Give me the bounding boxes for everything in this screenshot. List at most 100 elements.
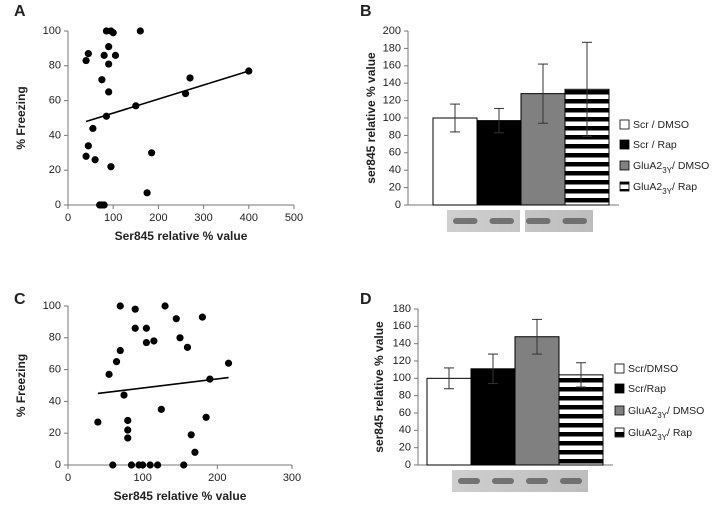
legend-label: GluA23Y/ Rap [633,181,697,196]
legend-text: 3Y [657,433,667,442]
point [112,358,121,366]
point [124,434,132,442]
blot [452,470,588,492]
point [89,124,97,133]
y-tick-label: 160 [383,60,401,72]
y-tick-label: 20 [389,182,401,194]
point [131,305,139,313]
y-tick-label: 100 [43,300,61,312]
point [136,27,144,35]
legend-label: Scr / Rap [633,139,677,151]
bar [476,120,522,206]
x-tick-label: 0 [65,472,71,484]
point [183,343,192,351]
blot-band [526,478,548,484]
y-tick-label: 180 [393,303,411,315]
legend-text: Scr/DMSO [628,363,678,375]
point [82,56,90,65]
y-tick-label: 0 [395,199,401,211]
x-tick-label: 200 [149,212,167,224]
y-tick-label: 120 [393,355,411,367]
y-tick-label: 0 [55,459,61,471]
blot-band [526,218,551,224]
point [84,142,92,150]
legend-text: 3Y [662,166,672,175]
y-tick-label: 80 [49,60,61,72]
legend-text: / Rap [667,427,692,439]
x-axis-label: Ser845 relative % value [114,489,247,503]
y-tick-label: 100 [393,372,411,384]
point [172,315,180,323]
point [191,448,199,456]
point [157,405,165,413]
y-tick-label: 120 [383,95,401,107]
y-tick-label: 60 [49,95,61,107]
y-tick-label: 40 [49,395,61,407]
point [131,324,139,332]
point [154,461,162,469]
x-axis-label: Ser845 relative % value [115,229,248,243]
x-tick-label: 0 [65,212,71,224]
y-tick-label: 40 [49,129,61,141]
point [116,346,124,355]
legend-text: GluA2 [633,160,662,172]
y-tick-label: 20 [49,164,61,176]
panel-label: C [14,291,26,308]
legend-text: GluA2 [628,427,657,439]
blot-band [489,218,514,224]
y-axis-label: ser845 relative % value [372,321,386,453]
legend-text: Scr / Rap [633,139,677,151]
blot-band [458,478,480,484]
point [146,461,154,469]
legend-text: / DMSO [672,160,709,172]
blot-band [492,478,514,484]
point [176,334,184,342]
point [150,337,158,345]
y-tick-label: 80 [399,390,411,402]
legend-swatch [619,139,630,150]
y-tick-label: 20 [49,427,61,439]
blot-gap [520,210,525,232]
y-tick-label: 40 [389,164,401,176]
legend-text: Scr / DMSO [633,119,689,131]
x-tick-label: 200 [208,472,226,484]
legend-text: / DMSO [667,405,704,417]
y-tick-label: 60 [389,147,401,159]
y-axis-label: % Freezing [14,86,28,149]
y-tick-label: 140 [393,338,411,350]
bar [426,377,472,466]
legend-swatch [614,363,625,374]
point [111,51,120,59]
legend-swatch [614,427,625,438]
y-tick-label: 200 [383,25,401,37]
point [107,163,115,171]
point [105,60,113,68]
y-tick-label: 80 [49,332,61,344]
point [142,338,150,347]
point [100,201,108,209]
point [91,156,99,164]
y-tick-label: 100 [383,112,401,124]
legend-text: / Rap [672,181,697,193]
y-tick-label: 180 [383,42,401,54]
y-tick-label: 0 [55,199,61,211]
point [187,431,195,439]
point [124,416,132,425]
x-tick-label: 500 [285,212,303,224]
legend-text: 3Y [657,411,667,420]
blot-band [562,218,587,224]
point [109,29,117,37]
legend-label: Scr/DMSO [628,363,678,375]
y-tick-label: 80 [389,129,401,141]
legend-text: Scr/Rap [628,383,666,395]
x-tick-label: 100 [133,472,151,484]
panel-label: B [360,3,372,20]
legend-text: GluA2 [633,181,662,193]
point [105,88,113,96]
point [139,461,147,469]
point [186,74,194,82]
panel-label: D [360,291,372,308]
legend-swatch [614,405,625,416]
blot-band [453,218,478,224]
